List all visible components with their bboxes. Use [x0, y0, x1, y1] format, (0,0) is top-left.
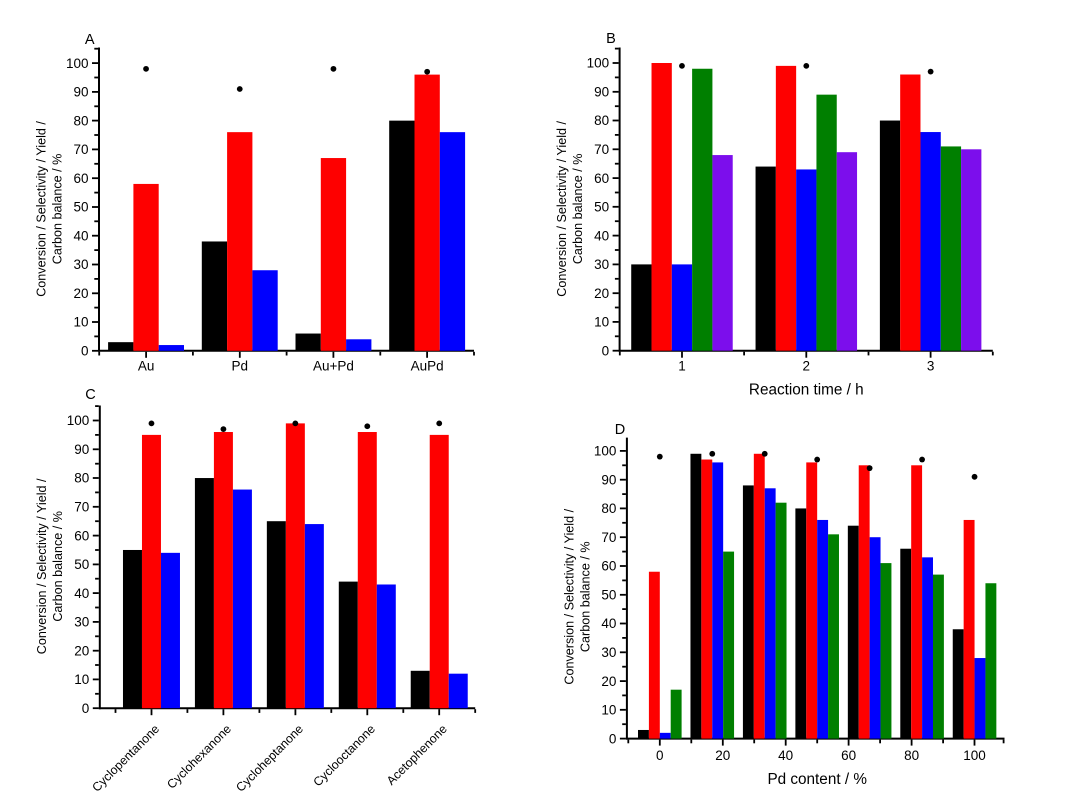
svg-text:80: 80: [601, 501, 616, 516]
svg-text:80: 80: [594, 113, 609, 128]
svg-text:40: 40: [594, 228, 609, 243]
svg-text:1: 1: [678, 359, 686, 374]
svg-text:90: 90: [74, 442, 89, 457]
svg-text:0: 0: [609, 731, 617, 746]
svg-text:70: 70: [601, 530, 616, 545]
svg-text:B: B: [606, 31, 616, 47]
svg-text:10: 10: [73, 315, 88, 330]
svg-text:30: 30: [594, 257, 609, 272]
svg-text:30: 30: [74, 615, 89, 630]
svg-text:80: 80: [73, 113, 88, 128]
svg-text:Pd content / %: Pd content / %: [767, 771, 867, 788]
svg-text:A: A: [85, 32, 95, 48]
svg-text:90: 90: [594, 85, 609, 100]
svg-text:100: 100: [66, 56, 89, 71]
svg-text:Conversion / Selectivity / Yie: Conversion / Selectivity / Yield /: [34, 121, 48, 297]
svg-text:60: 60: [74, 528, 89, 543]
svg-text:20: 20: [594, 286, 609, 301]
svg-text:20: 20: [73, 286, 88, 301]
svg-text:0: 0: [81, 344, 89, 359]
svg-text:30: 30: [73, 257, 88, 272]
svg-text:Conversion / Selectivity / Yie: Conversion / Selectivity / Yield /: [35, 478, 49, 654]
svg-text:0: 0: [82, 701, 90, 716]
svg-text:90: 90: [73, 85, 88, 100]
svg-text:80: 80: [904, 748, 919, 763]
svg-text:Au: Au: [138, 359, 155, 374]
svg-text:90: 90: [601, 472, 616, 487]
svg-text:3: 3: [927, 359, 935, 374]
svg-text:100: 100: [67, 413, 90, 428]
svg-text:50: 50: [601, 588, 616, 603]
svg-text:100: 100: [963, 748, 986, 763]
svg-text:80: 80: [74, 471, 89, 486]
svg-text:AuPd: AuPd: [411, 359, 444, 374]
svg-text:20: 20: [74, 643, 89, 658]
svg-text:C: C: [85, 387, 95, 403]
svg-text:50: 50: [73, 200, 88, 215]
svg-text:D: D: [615, 422, 625, 438]
svg-text:Conversion / Selectivity / Yie: Conversion / Selectivity / Yield /: [562, 508, 576, 684]
svg-text:Carbon balance / %: Carbon balance / %: [50, 154, 64, 265]
svg-text:Carbon balance / %: Carbon balance / %: [571, 154, 585, 265]
svg-text:30: 30: [601, 645, 616, 660]
svg-text:10: 10: [74, 672, 89, 687]
svg-text:10: 10: [594, 315, 609, 330]
svg-text:Au+Pd: Au+Pd: [313, 359, 354, 374]
svg-text:Carbon balance / %: Carbon balance / %: [51, 511, 65, 622]
svg-text:40: 40: [601, 616, 616, 631]
svg-text:50: 50: [74, 557, 89, 572]
svg-text:60: 60: [73, 171, 88, 186]
svg-text:20: 20: [601, 674, 616, 689]
svg-text:100: 100: [587, 56, 610, 71]
svg-text:Reaction time / h: Reaction time / h: [749, 382, 864, 399]
svg-text:40: 40: [74, 586, 89, 601]
svg-text:70: 70: [73, 142, 88, 157]
svg-text:60: 60: [601, 559, 616, 574]
svg-text:Carbon balance / %: Carbon balance / %: [578, 541, 592, 652]
svg-text:60: 60: [594, 171, 609, 186]
svg-text:40: 40: [778, 748, 793, 763]
svg-text:0: 0: [656, 748, 664, 763]
svg-text:70: 70: [594, 142, 609, 157]
svg-text:60: 60: [841, 748, 856, 763]
svg-text:100: 100: [594, 444, 617, 459]
svg-text:70: 70: [74, 500, 89, 515]
svg-text:20: 20: [715, 748, 730, 763]
svg-text:50: 50: [594, 200, 609, 215]
svg-text:Conversion / Selectivity / Yie: Conversion / Selectivity / Yield /: [555, 121, 569, 297]
svg-text:2: 2: [803, 359, 811, 374]
svg-text:10: 10: [601, 703, 616, 718]
svg-text:0: 0: [602, 343, 610, 358]
svg-text:Pd: Pd: [232, 359, 249, 374]
svg-text:40: 40: [73, 228, 88, 243]
